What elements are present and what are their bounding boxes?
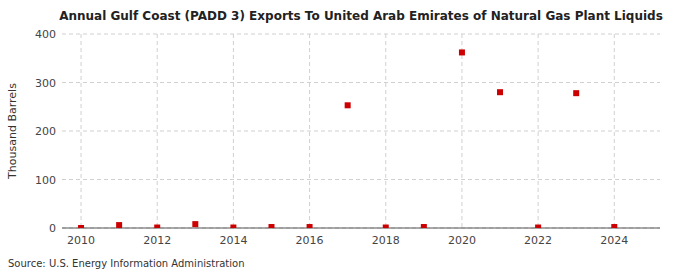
point [192, 221, 198, 227]
point [535, 225, 541, 228]
x-tick-label: 2010 [67, 234, 95, 247]
point [154, 225, 160, 228]
y-grid-line [62, 131, 660, 132]
source: Source: U.S. Energy Information Administ… [8, 258, 245, 269]
x-grid-line [385, 34, 386, 228]
point [459, 49, 465, 55]
point [345, 102, 351, 108]
point [78, 225, 84, 228]
x-grid-line [614, 34, 615, 228]
y-tick-label: 200 [35, 125, 56, 138]
point [497, 89, 503, 95]
x-tick-label: 2024 [600, 234, 628, 247]
point [116, 222, 122, 228]
point [268, 224, 274, 228]
x-grid-line [157, 34, 158, 228]
point [611, 224, 617, 228]
y-grid-line [62, 179, 660, 180]
x-grid-line [81, 34, 82, 228]
point [230, 225, 236, 228]
x-tick-label: 2016 [296, 234, 324, 247]
grid [62, 34, 660, 228]
x-axis-line [62, 228, 660, 229]
x-grid-line [233, 34, 234, 228]
point [573, 90, 579, 96]
y-grid-line [62, 34, 660, 35]
point [383, 225, 389, 228]
chart: Annual Gulf Coast (PADD 3) Exports To Un… [0, 0, 675, 275]
y-tick-label: 100 [35, 174, 56, 187]
y-grid-line [62, 228, 660, 229]
x-grid-line [309, 34, 310, 228]
y-grid-line [62, 82, 660, 83]
x-grid-line [538, 34, 539, 228]
x-tick-label: 2012 [143, 234, 171, 247]
x-grid-line [461, 34, 462, 228]
x-tick-label: 2014 [219, 234, 247, 247]
x-tick-label: 2022 [524, 234, 552, 247]
title: Annual Gulf Coast (PADD 3) Exports To Un… [59, 9, 663, 23]
point [421, 224, 427, 228]
x-tick-label: 2018 [372, 234, 400, 247]
y-tick-label: 300 [35, 77, 56, 90]
y-axis-label: Thousand Barrels [6, 83, 19, 180]
y-tick-label: 0 [49, 222, 56, 235]
points [78, 49, 617, 228]
x-tick-label: 2020 [448, 234, 476, 247]
y-tick-label: 400 [35, 28, 56, 41]
point [307, 224, 313, 228]
